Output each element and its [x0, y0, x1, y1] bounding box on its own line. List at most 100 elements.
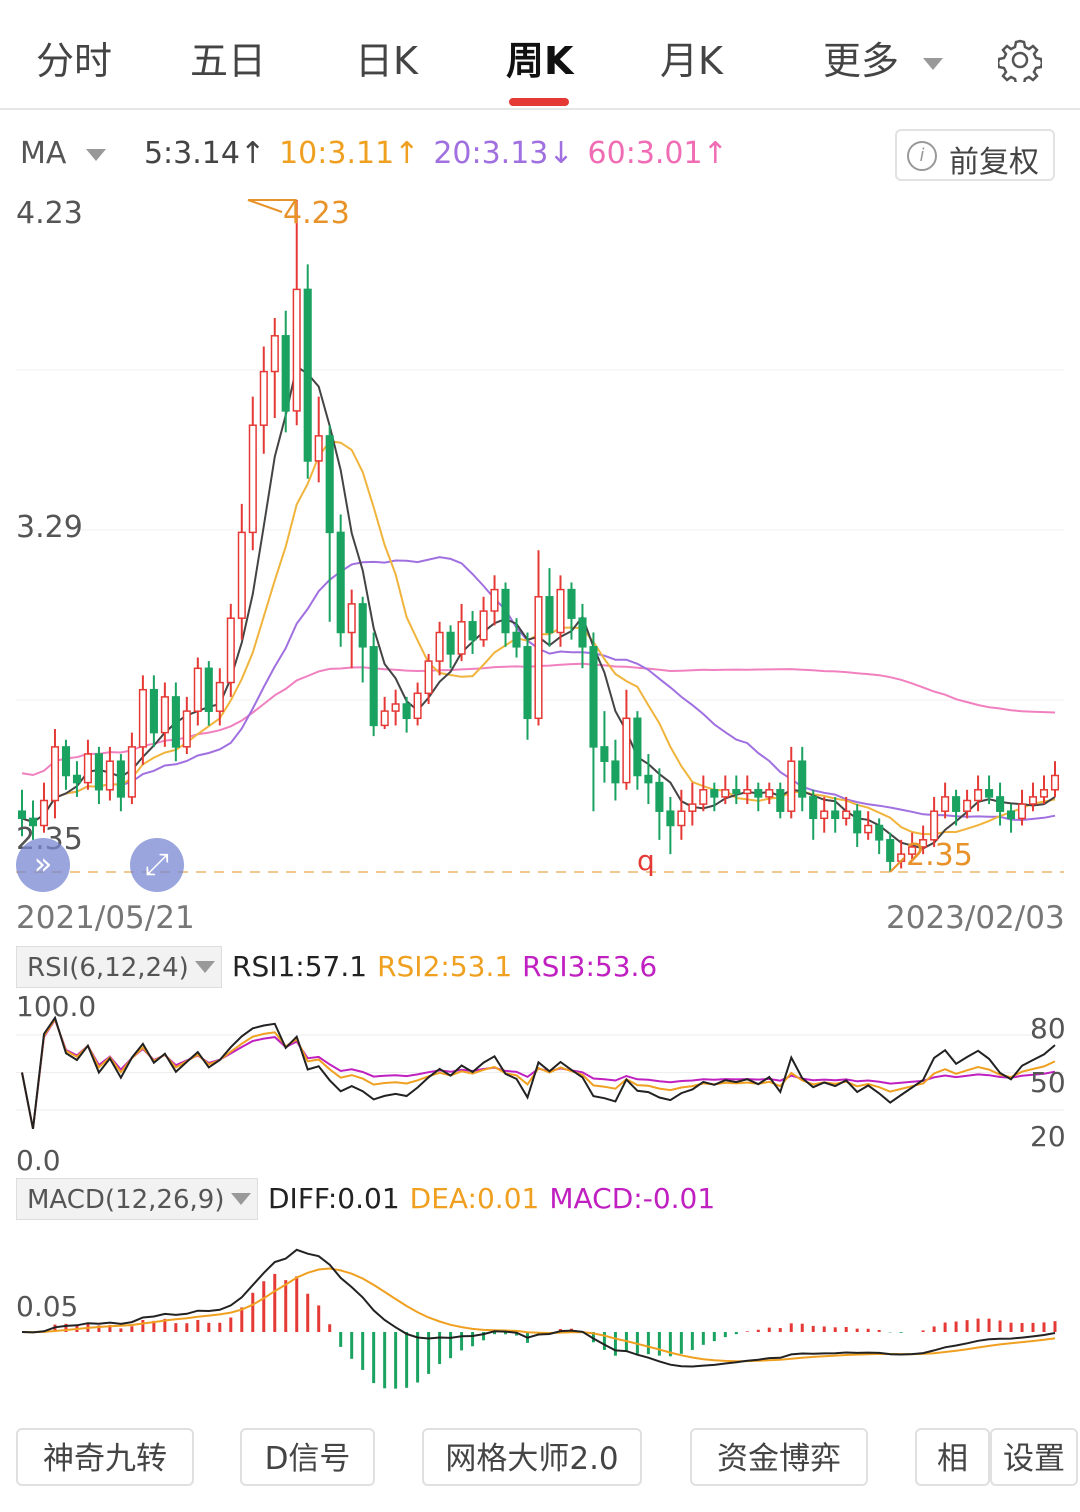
dropdown-arrow-icon — [195, 961, 215, 973]
rsi-values: RSI1:57.1 RSI2:53.1 RSI3:53.6 — [232, 950, 667, 983]
candle-body-42 — [479, 610, 488, 641]
adjust-price-button[interactable]: i 前复权 — [895, 129, 1055, 181]
candle-body-12 — [149, 688, 158, 734]
candle-body-25 — [292, 288, 301, 412]
tab-2[interactable]: 日K — [355, 30, 418, 85]
candle-body-38 — [435, 631, 444, 662]
rsi1-line — [21, 1015, 1056, 1129]
candle-body-84 — [941, 796, 950, 812]
candle-body-11 — [138, 688, 147, 748]
indicator-button-2[interactable]: 网格大师2.0 — [422, 1428, 642, 1486]
candle-body-9 — [116, 760, 125, 798]
dropdown-arrow-icon — [86, 148, 107, 161]
candle-body-0 — [17, 810, 27, 820]
candle-body-69 — [776, 789, 785, 812]
candle-body-58 — [655, 781, 664, 812]
candle-body-54 — [611, 760, 620, 784]
tab-1[interactable]: 五日 — [190, 30, 266, 85]
candle-body-33 — [380, 710, 389, 727]
tab-0[interactable]: 分时 — [36, 30, 112, 85]
collapse-button[interactable]: » — [16, 838, 70, 892]
date-start: 2021/05/21 — [16, 900, 195, 936]
ma-dropdown[interactable]: MA — [20, 136, 120, 171]
candle-body-93 — [1039, 789, 1049, 798]
tab-label: 更多 — [823, 39, 900, 83]
candle-body-32 — [369, 646, 378, 727]
candle-body-2 — [39, 799, 49, 827]
dropdown-arrow-icon — [923, 57, 944, 70]
min-pointer-line — [889, 857, 905, 873]
dropdown-arrow-icon — [231, 1193, 251, 1205]
candle-body-4 — [61, 746, 71, 777]
tab-3[interactable]: 周K — [506, 30, 573, 85]
indicator-button-3[interactable]: 资金博弈 — [690, 1428, 868, 1486]
candle-body-94 — [1050, 774, 1060, 791]
rsi3-line — [21, 1017, 1056, 1129]
candle-body-74 — [831, 810, 840, 820]
candle-body-6 — [83, 753, 92, 784]
candle-body-86 — [963, 799, 972, 812]
tab-5[interactable]: 更多 — [823, 30, 944, 85]
candle-body-65 — [732, 789, 741, 795]
candle-body-5 — [72, 774, 82, 784]
candle-body-35 — [402, 703, 411, 720]
tab-label: 日K — [355, 39, 418, 83]
candle-body-20 — [237, 531, 246, 619]
candle-body-79 — [886, 839, 895, 862]
candle-body-3 — [50, 746, 60, 802]
indicator-button-4[interactable]: 相 — [915, 1428, 990, 1486]
macd-axis-level: 0.05 — [16, 1290, 79, 1323]
candle-body-27 — [314, 435, 323, 462]
candle-body-81 — [908, 846, 917, 855]
signal-marker: q — [637, 844, 655, 877]
period-tab-bar: 分时 五日 日K 周K 月K 更多 — [0, 0, 1080, 110]
candle-body-89 — [996, 796, 1005, 812]
candle-body-71 — [798, 760, 807, 798]
candle-body-85 — [952, 796, 961, 812]
rsi-axis-bottom: 0.0 — [16, 1144, 61, 1177]
rsi-value-2: RSI3:53.6 — [522, 950, 658, 983]
candle-body-66 — [743, 789, 752, 795]
candle-body-55 — [622, 717, 631, 784]
candle-body-31 — [358, 603, 367, 648]
candle-body-72 — [809, 796, 818, 820]
rsi2-line — [21, 1016, 1056, 1129]
adjust-price-label: 前复权 — [949, 145, 1039, 180]
candle-body-53 — [600, 746, 609, 762]
candle-body-22 — [259, 370, 268, 426]
candle-body-51 — [578, 617, 587, 648]
candle-body-36 — [413, 692, 422, 720]
rsi-dropdown[interactable]: RSI(6,12,24) — [16, 946, 222, 988]
candle-body-17 — [204, 667, 213, 712]
candle-body-14 — [171, 696, 180, 748]
candle-body-68 — [765, 789, 774, 798]
macd-values: DIFF:0.01 DEA:0.01 MACD:-0.01 — [268, 1182, 725, 1215]
macd-value-1: DEA:0.01 — [409, 1182, 540, 1215]
fullscreen-button[interactable]: ⤢ — [130, 838, 184, 892]
candle-body-29 — [336, 531, 345, 634]
diff-line — [21, 1248, 1056, 1368]
date-end: 2023/02/03 — [886, 900, 1065, 936]
indicator-button-1[interactable]: D信号 — [240, 1428, 375, 1486]
rsi-level-20: 20 — [1030, 1120, 1066, 1153]
double-chevron-icon: » — [33, 847, 53, 882]
indicator-button-5[interactable]: 设置 — [990, 1428, 1078, 1486]
candle-body-56 — [633, 717, 642, 777]
candle-body-15 — [182, 710, 191, 748]
candle-body-82 — [919, 839, 928, 848]
candle-body-8 — [105, 760, 114, 791]
candle-body-59 — [666, 810, 675, 827]
candle-body-70 — [787, 760, 796, 812]
candle-body-52 — [589, 646, 598, 748]
candle-body-41 — [468, 621, 477, 641]
candle-body-48 — [545, 596, 554, 634]
macd-dropdown[interactable]: MACD(12,26,9) — [16, 1178, 258, 1220]
candle-body-7 — [94, 753, 103, 791]
tab-label: 分时 — [36, 39, 113, 83]
candle-body-39 — [446, 631, 455, 655]
indicator-button-0[interactable]: 神奇九转 — [16, 1428, 194, 1486]
ma-value-0: 5:3.14↑ — [143, 136, 266, 171]
tab-4[interactable]: 月K — [660, 30, 723, 85]
candle-body-10 — [127, 746, 136, 798]
gear-icon[interactable] — [998, 38, 1042, 82]
